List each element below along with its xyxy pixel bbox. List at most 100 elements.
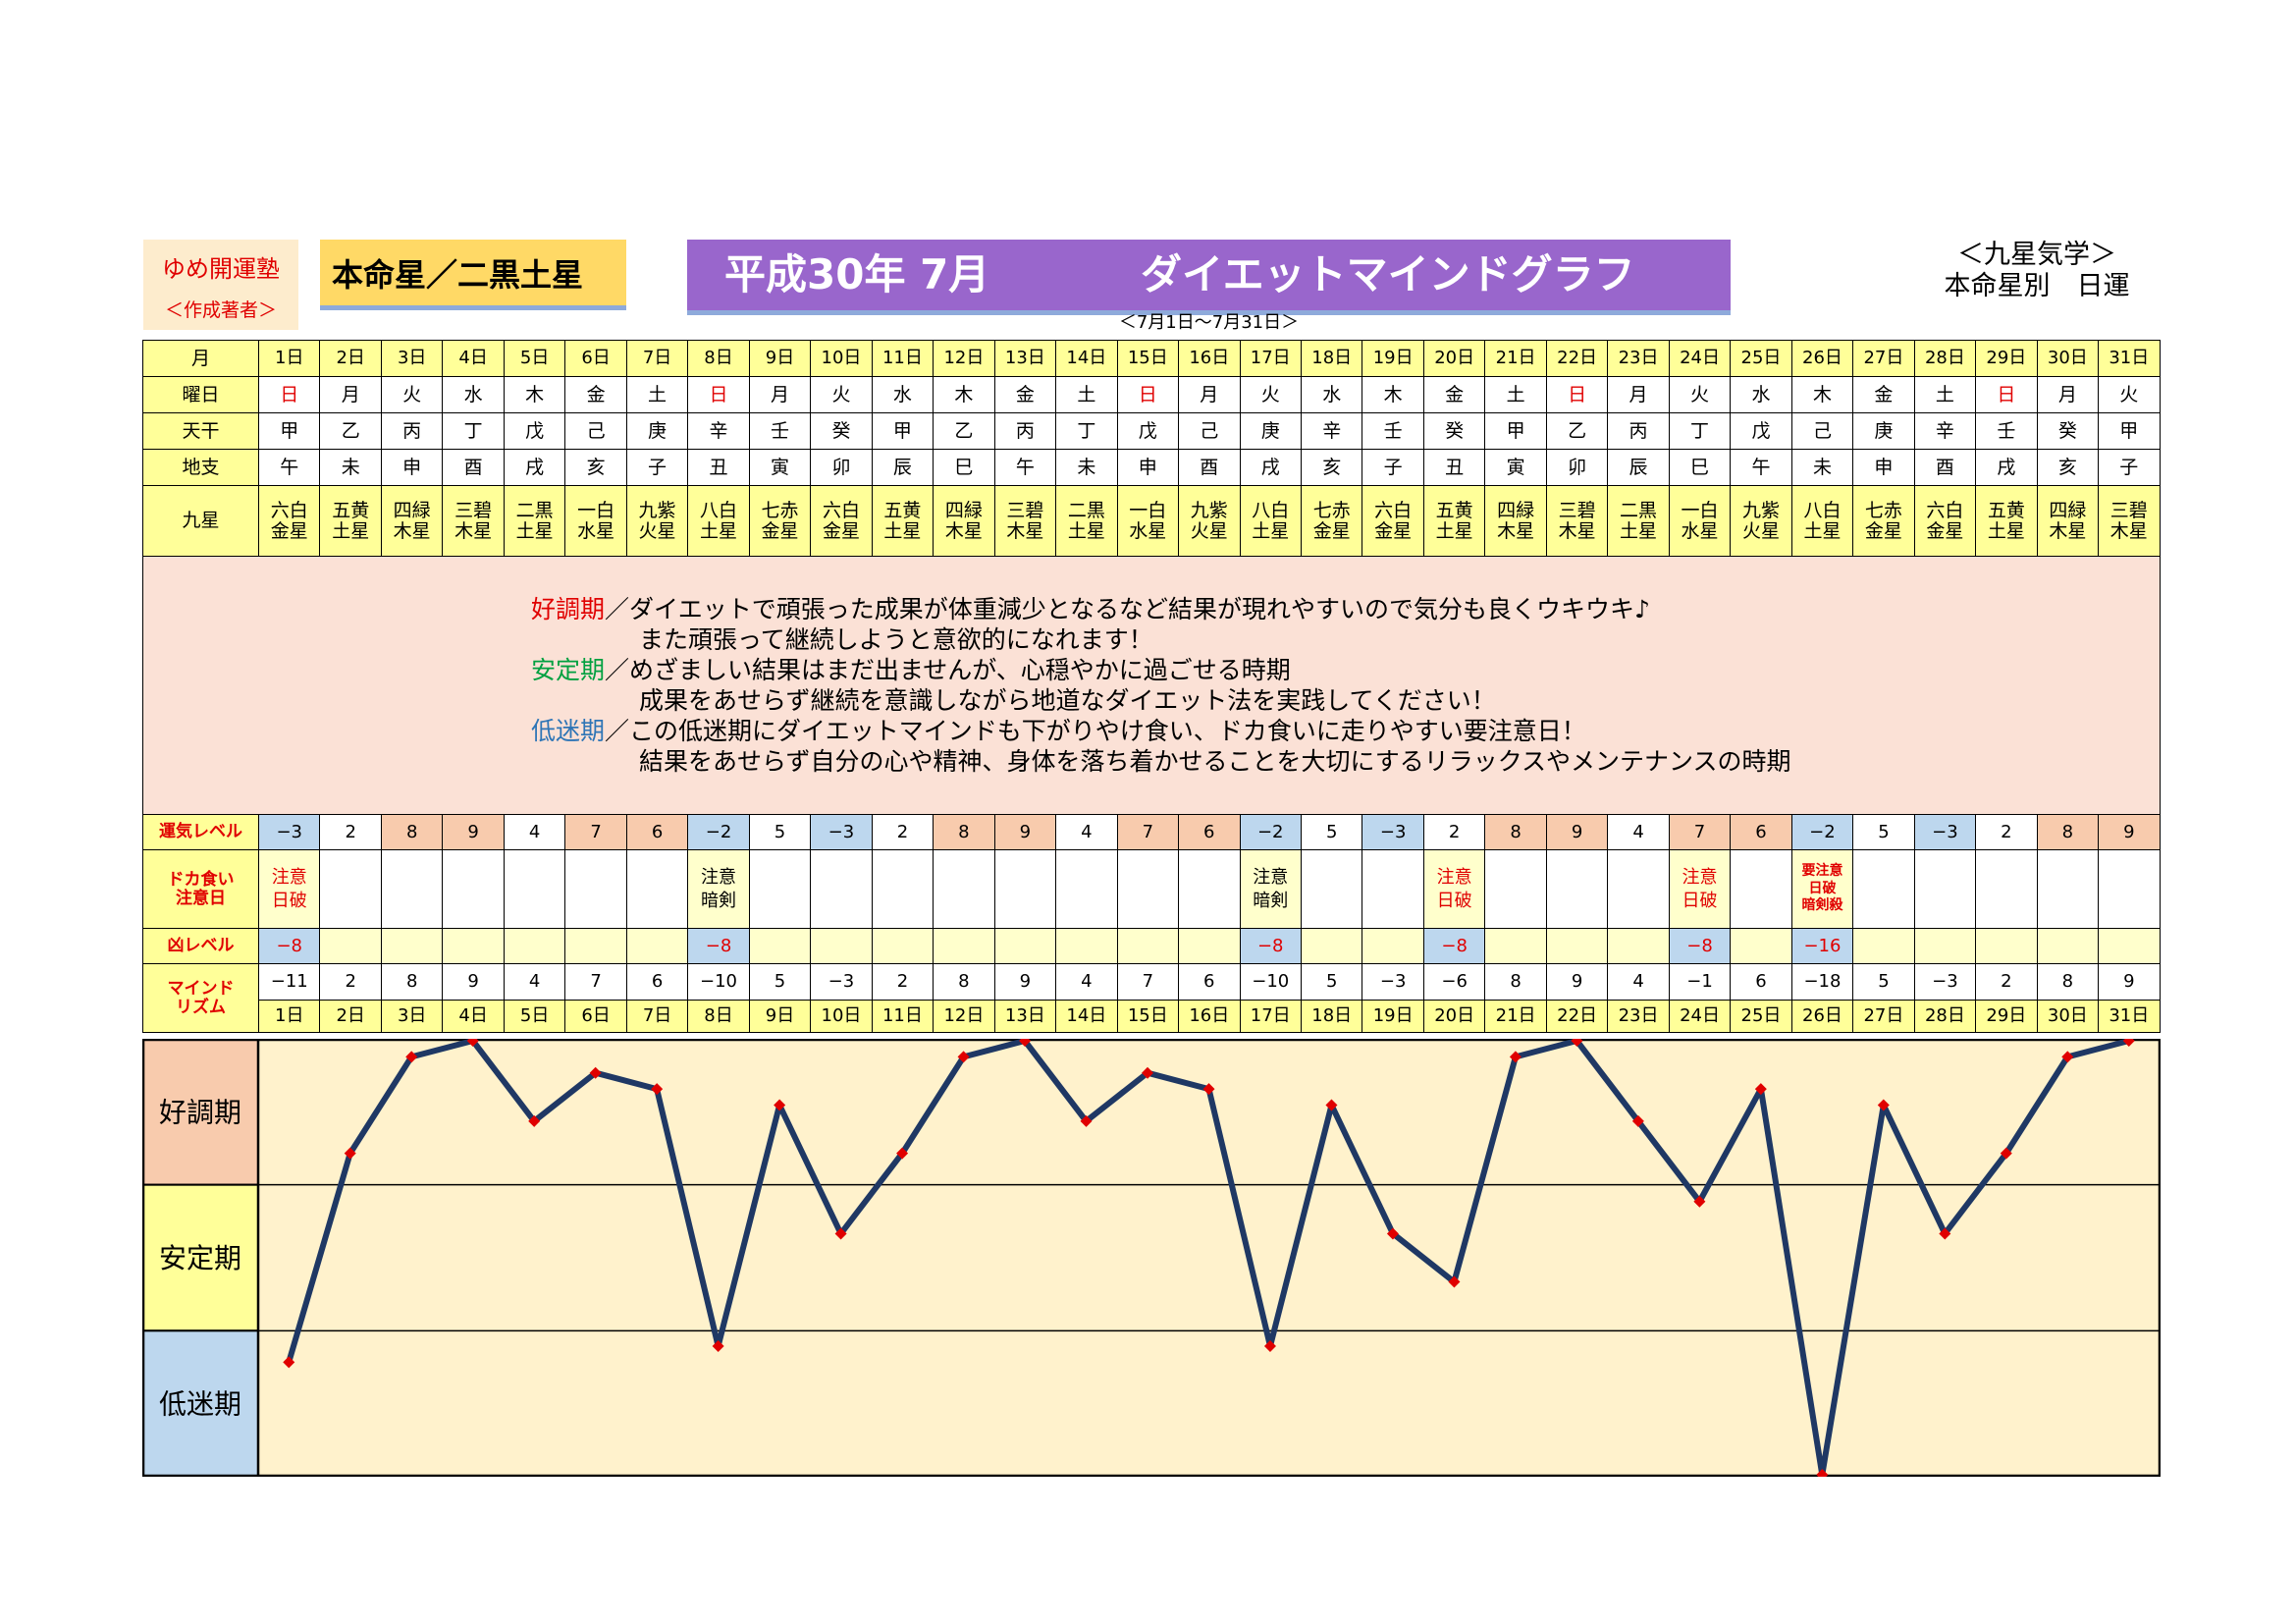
doka-cell	[748, 849, 812, 929]
tenkan-cell: 乙	[319, 412, 382, 450]
kyusei-star: 六白	[1374, 499, 1413, 521]
weekday-cell: 水	[871, 376, 934, 413]
day-header: 30日	[2036, 340, 2100, 377]
row-kyusei: 九星 六白 金星 五黄 土星 四緑 木星 三碧 木星 二黒 土星 一白 水星 九紫 火星 八白 土星 七赤 金星六…	[142, 485, 2161, 557]
kyusei-cell: 七赤 金星	[1300, 485, 1363, 557]
doka-note-line: 注意	[701, 867, 737, 889]
kyusei-cell: 五黄 土星	[1975, 485, 2038, 557]
kyusei-cell: 六白 金星	[257, 485, 321, 557]
unki-level-cell: 8	[380, 814, 444, 850]
day-header: 25日	[1730, 340, 1792, 377]
kyusei-element: 水星	[577, 519, 615, 542]
data-point	[834, 1227, 847, 1240]
good-label: 好調期	[531, 595, 606, 623]
tenkan-cell: 辛	[1913, 412, 1977, 450]
doka-cell	[1116, 849, 1180, 929]
day-footer: 22日	[1545, 1000, 1609, 1033]
day-header: 16日	[1178, 340, 1241, 377]
unki-level-cell: 6	[1730, 814, 1792, 850]
kyusei-star: 三碧	[454, 499, 493, 521]
chishi-cell: 卯	[810, 449, 873, 486]
brand-box: ゆめ開運塾 ＜作成著者＞	[143, 240, 298, 330]
data-point	[344, 1147, 356, 1160]
kyo-level-cell	[564, 928, 627, 964]
kyusei-cell: 九紫 火星	[1730, 485, 1792, 557]
day-footer: 21日	[1484, 1000, 1547, 1033]
weekday-cell: 日	[1545, 376, 1609, 413]
weekday-cell: 土	[1484, 376, 1547, 413]
unki-level-cell: −2	[1790, 814, 1854, 850]
kyusei-cell: 七赤 金星	[1852, 485, 1915, 557]
day-footer: 23日	[1607, 1000, 1670, 1033]
description-row: 好調期／ダイエットで頑張った成果が体重減少となるなど結果が現れやすいので気分も良…	[142, 556, 2161, 815]
kyusei-cell: 九紫 火星	[625, 485, 689, 557]
honmeisei-label: 本命星／二黒土星	[320, 240, 626, 310]
doka-note-line: 日破	[1436, 890, 1472, 911]
chishi-cell: 丑	[687, 449, 750, 486]
day-header: 1日	[257, 340, 321, 377]
day-footer: 1日	[257, 1000, 321, 1033]
chishi-cell: 未	[319, 449, 382, 486]
chishi-cell: 午	[993, 449, 1057, 486]
weekday-cell: 水	[1300, 376, 1363, 413]
data-point	[1509, 1051, 1522, 1063]
weekday-cell: 土	[1055, 376, 1118, 413]
kyusei-cell: 八白 土星	[1790, 485, 1854, 557]
kyo-level-cell	[1116, 928, 1180, 964]
title-year: 平成30年 7月	[724, 250, 990, 298]
doka-cell	[1913, 849, 1977, 929]
row-label-chishi: 地支	[142, 449, 259, 486]
data-point	[774, 1099, 786, 1111]
kyusei-cell: 八白 土星	[687, 485, 750, 557]
kyusei-element: 土星	[883, 519, 922, 542]
kyusei-star: 三碧	[2109, 499, 2148, 521]
doka-cell	[2098, 849, 2161, 929]
day-header: 18日	[1300, 340, 1363, 377]
doka-note-line: 日破	[1808, 880, 1837, 896]
day-footer: 28日	[1913, 1000, 1977, 1033]
stable-text: ／めざましい結果はまだ出ませんが、心穏やかに過ごせる時期	[605, 656, 1291, 684]
unki-level-cell: 2	[871, 814, 934, 850]
mind-rhythm-cell: 7	[1116, 963, 1180, 1001]
kyusei-star: 四緑	[1497, 499, 1535, 521]
kyusei-star: 六白	[822, 499, 860, 521]
unki-level-cell: −3	[810, 814, 873, 850]
tenkan-cell: 辛	[1300, 412, 1363, 450]
tenkan-cell: 壬	[1975, 412, 2038, 450]
mind-rhythm-cell: 8	[2036, 963, 2100, 1001]
weekday-cell: 木	[933, 376, 995, 413]
kyo-level-cell	[993, 928, 1057, 964]
doka-cell	[380, 849, 444, 929]
chishi-cell: 酉	[1913, 449, 1977, 486]
row-label-kyusei: 九星	[142, 485, 259, 557]
unki-level-cell: −3	[1362, 814, 1424, 850]
mind-rhythm-cell: 7	[564, 963, 627, 1001]
kyusei-star: 一白	[1681, 499, 1719, 521]
band-label: 安定期	[159, 1242, 241, 1274]
row-unki-level: 運気レベル −3 2 8 9 4 7 6 −2 5 −3 2 8 9 4 7 6 −2 5 −3 2 8 9 4 7 6 −2 5−…	[142, 814, 2161, 850]
row-chishi: 地支 午未申酉戌亥子丑寅卯辰巳午未申酉戌亥子丑寅卯辰巳午未申酉戌亥子	[142, 449, 2161, 486]
row-doka: ドカ食い 注意日 注意 日破 注意 暗剣 注意 暗剣 注意 日破 注意 日破 要注意 日破 暗剣殺	[142, 849, 2161, 929]
day-header: 7日	[625, 340, 689, 377]
kyo-level-cell	[1852, 928, 1915, 964]
day-header: 20日	[1422, 340, 1486, 377]
good-text: ／ダイエットで頑張った成果が体重減少となるなど結果が現れやすいので気分も良くウキ…	[605, 595, 1650, 623]
kyusei-star: 七赤	[761, 499, 799, 521]
day-footer: 16日	[1178, 1000, 1241, 1033]
tenkan-cell: 丁	[1668, 412, 1732, 450]
kyusei-star: 二黒	[1620, 499, 1658, 521]
data-point	[1816, 1469, 1829, 1477]
doka-note-line: 暗剣	[1253, 890, 1289, 911]
day-footer: 2日	[319, 1000, 382, 1033]
kyusei-star: 八白	[700, 499, 738, 521]
weekday-cell: 月	[1607, 376, 1670, 413]
doka-note-line: 注意	[1253, 867, 1289, 889]
day-header: 26日	[1790, 340, 1854, 377]
data-point	[528, 1114, 541, 1127]
kyo-level-cell	[1913, 928, 1977, 964]
tenkan-cell: 乙	[1545, 412, 1609, 450]
day-header: 13日	[993, 340, 1057, 377]
unki-level-cell: 9	[993, 814, 1057, 850]
date-range: ＜7月1日～7月31日＞	[1118, 312, 1300, 333]
